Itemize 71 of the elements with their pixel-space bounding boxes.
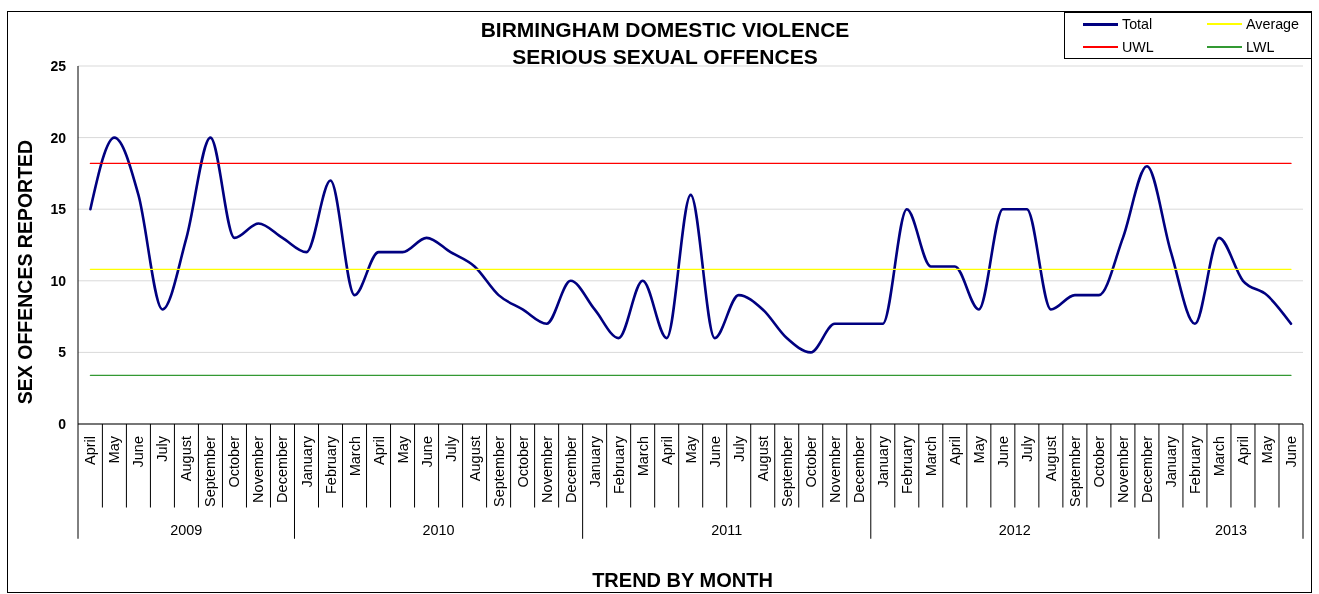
x-tick-label: July bbox=[730, 435, 747, 462]
x-tick-label: August bbox=[466, 436, 483, 482]
x-tick-label: April bbox=[946, 436, 963, 466]
x-tick-label: April bbox=[82, 436, 99, 466]
x-tick-label: May bbox=[1258, 435, 1275, 464]
chart-subtitle: SERIOUS SEXUAL OFFENCES bbox=[512, 44, 818, 68]
x-tick-label: June bbox=[1282, 436, 1299, 468]
x-tick-label: August bbox=[1042, 436, 1059, 482]
x-tick-label: November bbox=[250, 435, 267, 503]
x-tick-label: May bbox=[682, 435, 699, 464]
x-tick-label: March bbox=[1210, 436, 1227, 477]
x-tick-label: July bbox=[1018, 435, 1035, 462]
x-tick-label: August bbox=[754, 436, 771, 482]
x-tick-label: September bbox=[490, 435, 507, 507]
y-axis-title: SEX OFFENCES REPORTED bbox=[13, 139, 36, 405]
y-tick-label: 20 bbox=[50, 129, 67, 146]
x-tick-label: June bbox=[418, 436, 435, 468]
x-tick-label: November bbox=[538, 435, 555, 503]
x-tick-label: January bbox=[1162, 435, 1179, 488]
text: 2012 bbox=[998, 521, 1031, 538]
x-tick-label: April bbox=[370, 436, 387, 466]
legend-label: UWL bbox=[1122, 38, 1154, 56]
x-tick-label: January bbox=[874, 435, 891, 488]
legend-label: Average bbox=[1246, 15, 1299, 33]
x-tick-label: October bbox=[514, 435, 531, 488]
x-tick-label: September bbox=[202, 435, 219, 507]
x-tick-label: April bbox=[1234, 436, 1251, 466]
text: 2013 bbox=[1214, 521, 1247, 538]
x-tick-label: January bbox=[298, 435, 315, 488]
legend-label: LWL bbox=[1246, 38, 1275, 56]
x-tick-label: March bbox=[922, 436, 939, 477]
text: 2011 bbox=[711, 521, 743, 538]
y-tick-label: 25 bbox=[50, 57, 67, 74]
legend-label: Total bbox=[1122, 15, 1153, 33]
x-tick-label: September bbox=[778, 435, 795, 507]
x-tick-label: February bbox=[1186, 435, 1203, 495]
x-tick-label: June bbox=[130, 436, 147, 468]
x-tick-label: October bbox=[1090, 435, 1107, 488]
x-tick-label: February bbox=[610, 435, 627, 495]
x-tick-label: February bbox=[322, 435, 339, 495]
x-tick-label: December bbox=[850, 435, 867, 503]
x-tick-label: January bbox=[586, 435, 603, 488]
x-tick-label: November bbox=[826, 435, 843, 503]
x-tick-label: May bbox=[970, 435, 987, 464]
x-tick-label: February bbox=[898, 435, 915, 495]
x-tick-label: July bbox=[154, 435, 171, 462]
x-tick-label: May bbox=[394, 435, 411, 464]
y-tick-label: 10 bbox=[50, 272, 67, 289]
x-tick-label: October bbox=[802, 435, 819, 488]
x-tick-label: March bbox=[634, 436, 651, 477]
x-tick-label: November bbox=[1114, 435, 1131, 503]
x-tick-label: December bbox=[274, 435, 291, 503]
y-tick-label: 15 bbox=[50, 201, 67, 218]
text: 2010 bbox=[422, 521, 455, 538]
x-tick-label: October bbox=[226, 435, 243, 488]
text: 2009 bbox=[170, 521, 203, 538]
x-tick-label: June bbox=[706, 436, 723, 468]
x-tick-label: May bbox=[106, 435, 123, 464]
chart-title: BIRMINGHAM DOMESTIC VIOLENCE bbox=[480, 18, 850, 41]
y-tick-label: 5 bbox=[58, 344, 67, 361]
x-tick-label: June bbox=[994, 436, 1011, 468]
y-tick-label: 0 bbox=[58, 415, 67, 432]
x-tick-label: July bbox=[442, 435, 459, 462]
x-tick-label: August bbox=[178, 436, 195, 482]
x-tick-label: December bbox=[562, 435, 579, 503]
x-tick-label: April bbox=[658, 436, 675, 466]
x-axis-title: TREND BY MONTH bbox=[592, 569, 773, 591]
x-tick-label: March bbox=[346, 436, 363, 477]
x-tick-label: December bbox=[1138, 435, 1155, 503]
x-tick-label: September bbox=[1066, 435, 1083, 507]
line-series bbox=[89, 136, 1293, 354]
